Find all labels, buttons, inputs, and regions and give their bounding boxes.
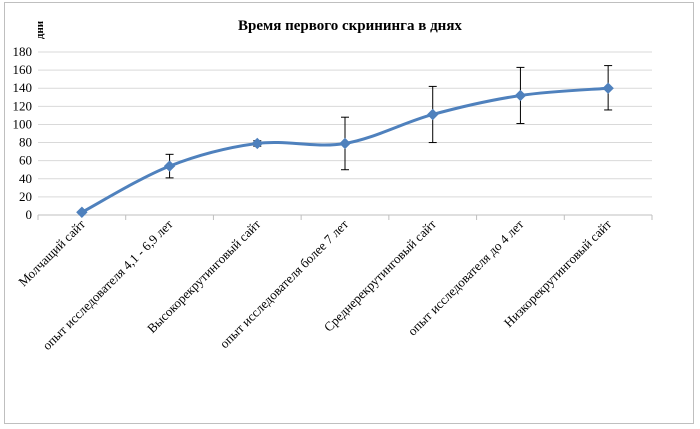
y-tick-label: 20: [19, 189, 32, 204]
y-tick-label: 0: [26, 207, 33, 222]
data-point: [251, 137, 263, 150]
data-point: [163, 160, 176, 172]
data-point: [427, 108, 439, 121]
x-category-label: Молчащий сайт: [15, 216, 88, 289]
y-tick-label: 80: [19, 135, 32, 150]
y-tick-label: 160: [13, 62, 33, 77]
y-tick-label: 100: [13, 116, 33, 131]
y-tick-label: 140: [13, 80, 33, 95]
y-axis-label: дни: [34, 20, 46, 39]
chart-title: Время первого скрининга в днях: [238, 18, 462, 34]
y-tick-label: 180: [13, 44, 33, 59]
data-point: [76, 206, 88, 218]
data-point: [514, 89, 527, 102]
chart-frame: [4, 2, 694, 424]
y-tick-label: 60: [19, 153, 32, 168]
y-tick-label: 120: [13, 98, 33, 113]
data-point: [602, 82, 614, 94]
data-point: [339, 137, 351, 150]
y-tick-label: 40: [19, 171, 32, 186]
